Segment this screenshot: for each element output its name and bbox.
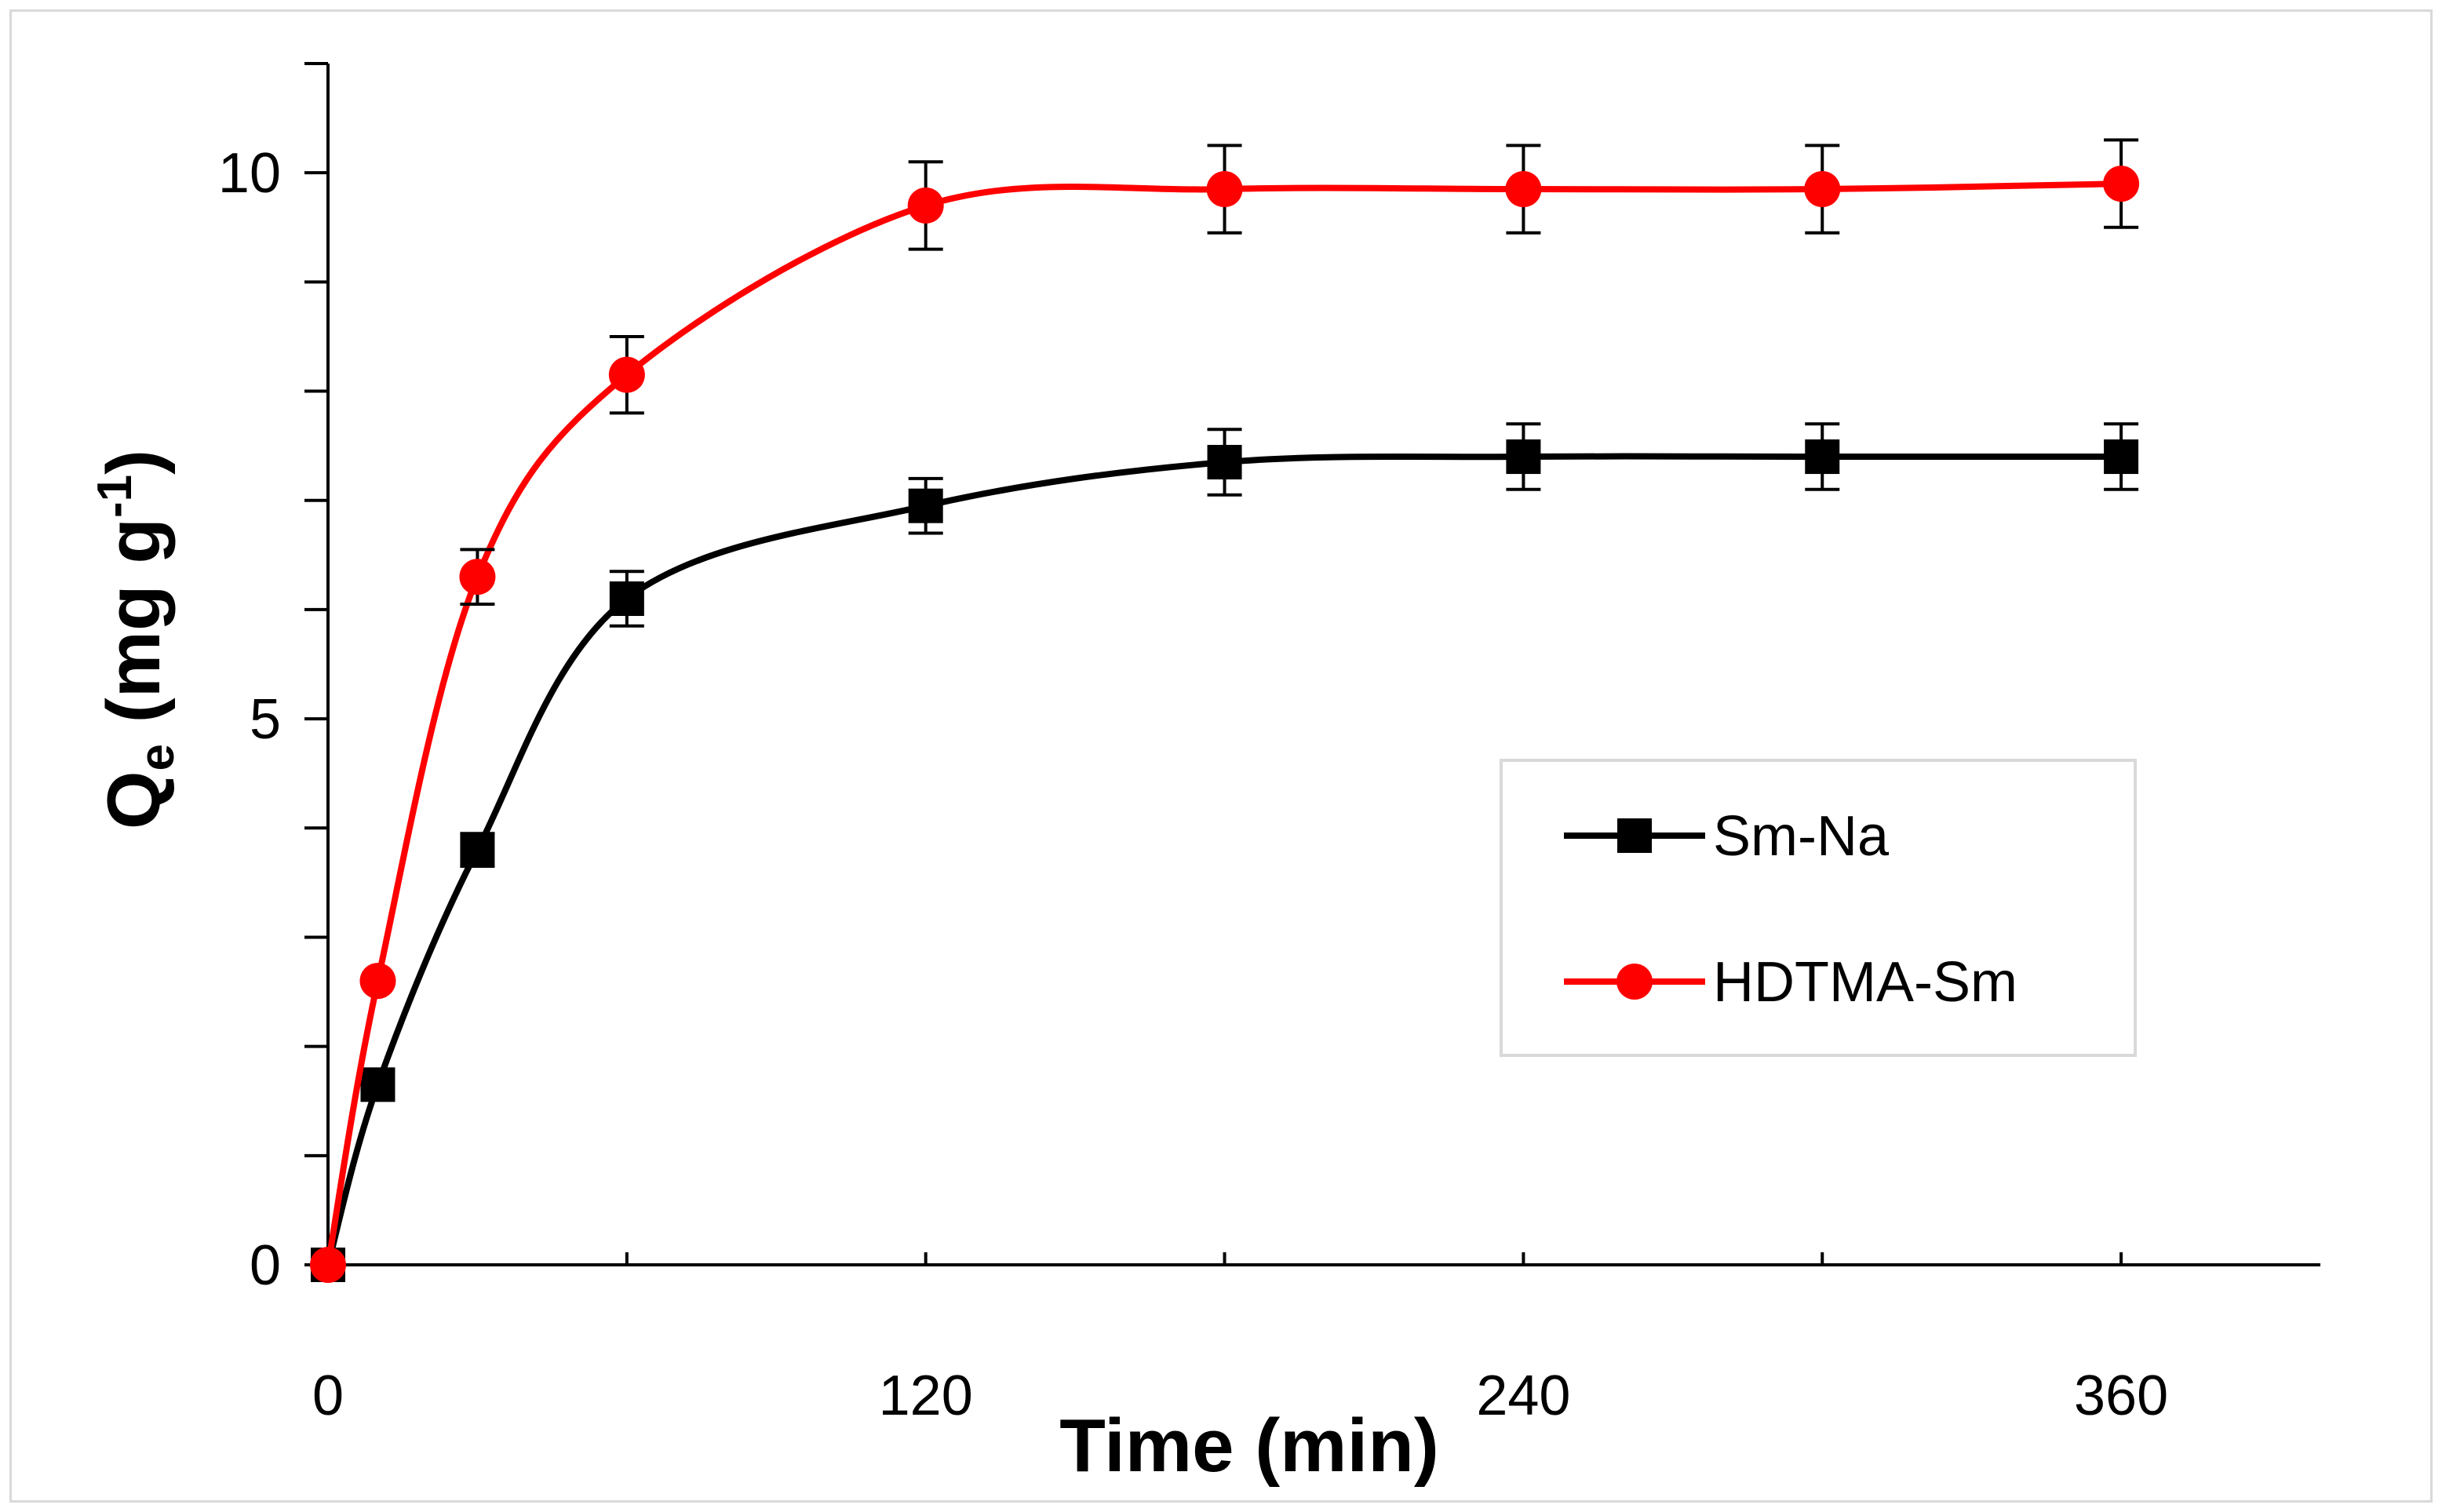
data-point-hdtma-sm-6	[1505, 171, 1542, 208]
x-tick-label-240: 240	[1476, 1364, 1570, 1427]
data-point-sm-na-5	[1207, 445, 1242, 480]
data-point-sm-na-8	[2104, 439, 2139, 475]
legend-marker-sm-na	[1617, 818, 1652, 853]
x-tick-labels: 0 120 240 360	[312, 1364, 2168, 1427]
y-tick-labels: 0 5 10	[218, 142, 281, 1297]
y-axis-title-sub: e	[130, 744, 184, 771]
series-hdtma-sm	[310, 138, 2140, 1283]
x-tick-label-360: 360	[2074, 1364, 2168, 1427]
chart-frame: 0 5 10 0 120 240 360 Time (min) Qe (mg g-1) S…	[9, 9, 2433, 1503]
y-axis-title-close: )	[92, 450, 176, 475]
data-point-hdtma-sm-7	[1804, 171, 1841, 208]
y-axis-title: Qe (mg g-1)	[88, 450, 184, 829]
series-sm-na	[311, 422, 2139, 1282]
legend-label-hdtma-sm: HDTMA-Sm	[1713, 951, 2017, 1014]
y-tick-marks	[304, 62, 328, 1266]
y-axis-title-sup: -1	[88, 475, 142, 518]
series-layer	[310, 138, 2140, 1283]
data-point-sm-na-7	[1805, 439, 1840, 475]
data-point-sm-na-6	[1506, 439, 1541, 475]
data-point-hdtma-sm-1	[359, 963, 396, 1000]
y-tick-label-5: 5	[250, 688, 281, 751]
data-point-hdtma-sm-5	[1206, 171, 1243, 208]
x-tick-label-120: 120	[879, 1364, 973, 1427]
data-point-hdtma-sm-3	[608, 356, 645, 393]
y-axis-title-units: (mg g	[92, 518, 176, 744]
data-point-hdtma-sm-2	[459, 559, 496, 596]
data-point-hdtma-sm-8	[2103, 166, 2140, 202]
x-tick-marks	[326, 1252, 2123, 1265]
legend-box	[1500, 759, 2137, 1057]
x-tick-label-0: 0	[312, 1364, 344, 1427]
legend-entry-hdtma-sm: HDTMA-Sm	[1564, 951, 2017, 1014]
legend-marker-hdtma-sm	[1616, 964, 1653, 1000]
series-line-hdtma-sm	[325, 180, 2122, 1266]
legend: Sm-Na HDTMA-Sm	[1500, 759, 2137, 1057]
data-point-sm-na-1	[360, 1067, 395, 1102]
data-point-hdtma-sm-0	[310, 1247, 346, 1283]
chart-svg: 0 5 10 0 120 240 360 Time (min) Qe (mg g-1) S…	[88, 62, 2320, 1488]
legend-entry-sm-na: Sm-Na	[1564, 805, 1890, 868]
x-axis-title: Time (min)	[1059, 1404, 1439, 1488]
y-tick-label-0: 0	[250, 1234, 281, 1297]
data-point-sm-na-2	[460, 833, 495, 868]
y-tick-label-10: 10	[218, 142, 281, 205]
data-point-sm-na-4	[908, 488, 943, 523]
y-axis-title-main: Q	[92, 771, 176, 829]
data-point-sm-na-3	[609, 581, 644, 616]
legend-label-sm-na: Sm-Na	[1713, 805, 1890, 868]
data-point-hdtma-sm-4	[907, 187, 944, 224]
